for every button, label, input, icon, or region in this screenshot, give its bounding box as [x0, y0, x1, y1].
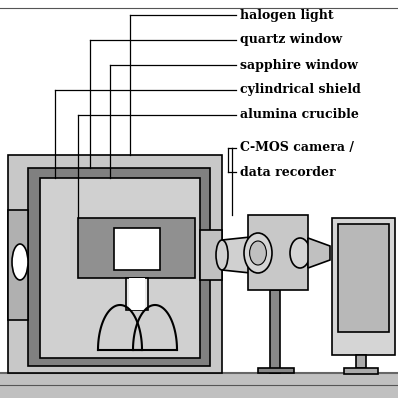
Bar	[8, 210, 28, 320]
Ellipse shape	[250, 241, 266, 265]
Bar	[258, 368, 294, 373]
Text: alumina crucible: alumina crucible	[240, 109, 359, 121]
Bar	[332, 218, 395, 355]
Bar	[114, 228, 160, 270]
Bar	[8, 155, 222, 373]
Ellipse shape	[244, 233, 272, 273]
Bar	[248, 215, 308, 290]
Bar	[78, 218, 195, 278]
Bar	[270, 290, 280, 373]
Bar	[356, 355, 366, 368]
Bar	[126, 278, 148, 310]
Bar	[344, 368, 378, 374]
Text: sapphire window: sapphire window	[240, 59, 358, 72]
Text: halogen light: halogen light	[240, 8, 334, 21]
Ellipse shape	[290, 238, 310, 268]
Bar	[28, 168, 210, 366]
Ellipse shape	[216, 240, 228, 270]
Bar	[40, 178, 200, 358]
Polygon shape	[222, 236, 260, 274]
Bar	[0, 373, 398, 398]
Text: quartz window: quartz window	[240, 33, 342, 47]
Text: cylindrical shield: cylindrical shield	[240, 84, 361, 96]
Ellipse shape	[12, 244, 28, 280]
Polygon shape	[308, 238, 330, 268]
Text: data recorder: data recorder	[240, 166, 336, 178]
Bar	[338, 224, 389, 332]
Bar	[200, 230, 222, 280]
Text: C-MOS camera /: C-MOS camera /	[240, 142, 354, 154]
Bar	[129, 278, 145, 310]
